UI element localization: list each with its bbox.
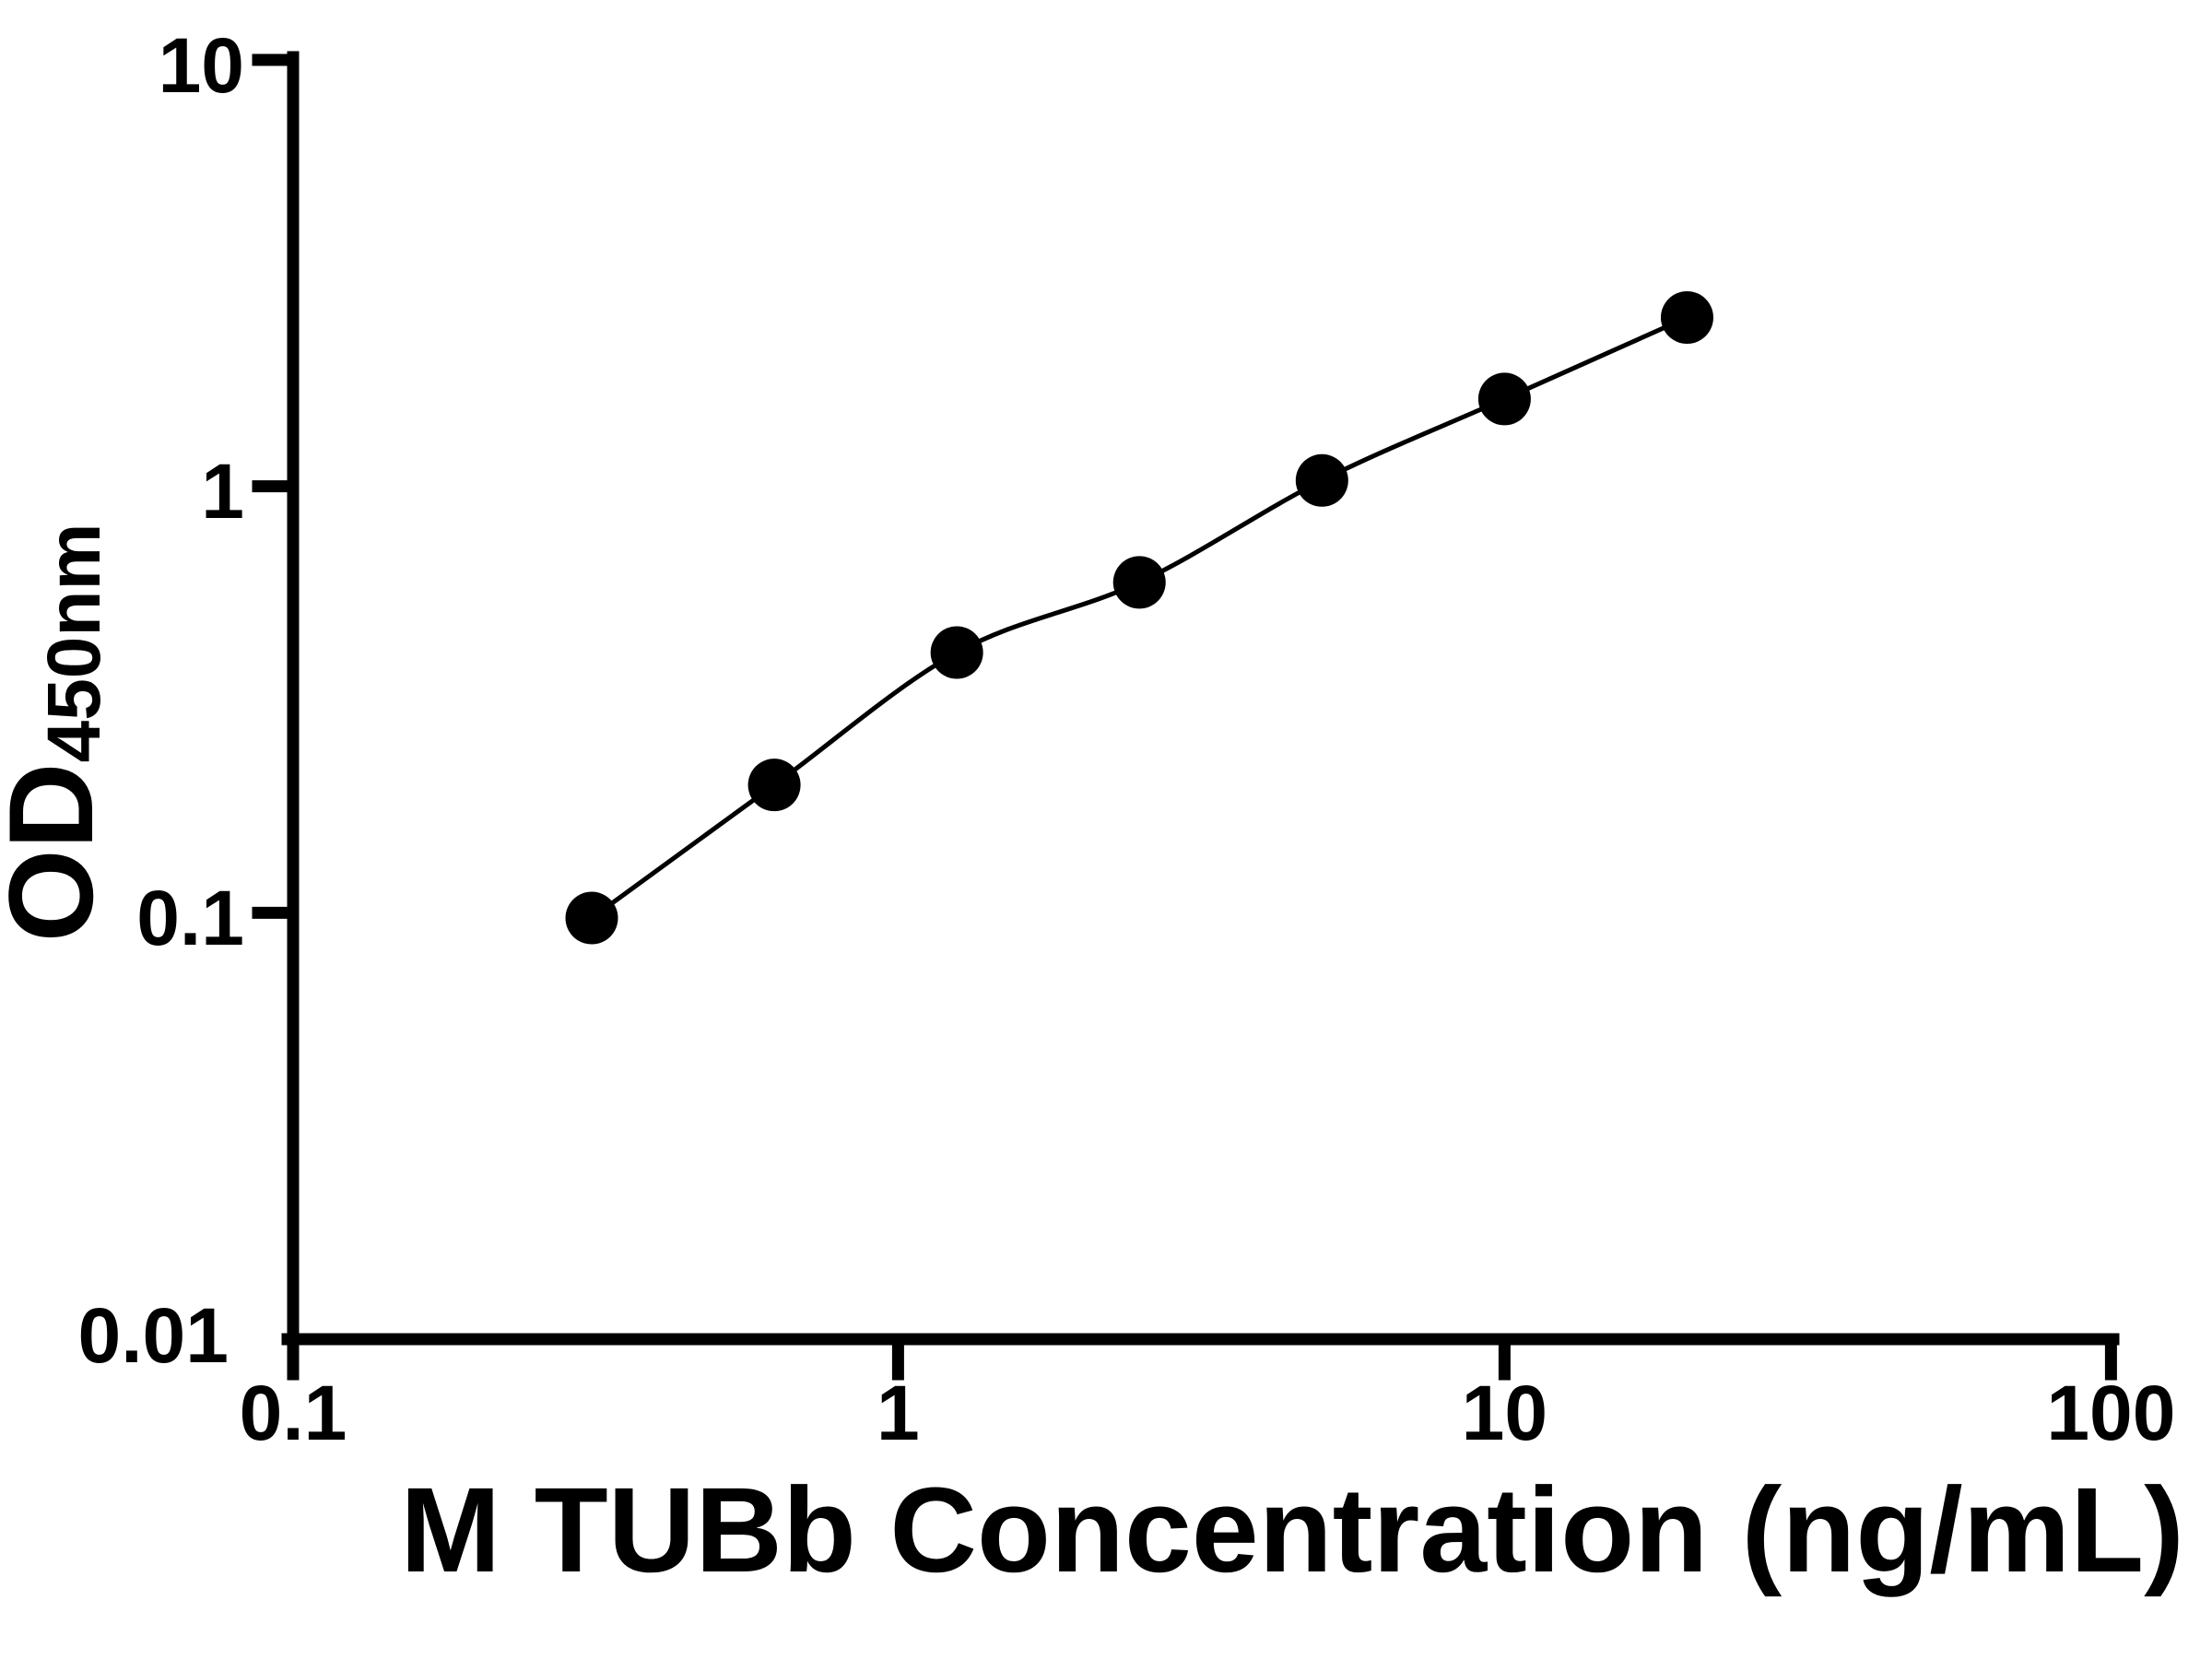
svg-text:M TUBb Concentration (ng/mL): M TUBb Concentration (ng/mL) bbox=[400, 1462, 2184, 1597]
svg-text:1: 1 bbox=[877, 1370, 920, 1456]
svg-text:1: 1 bbox=[201, 448, 244, 535]
svg-text:0.01: 0.01 bbox=[78, 1292, 229, 1379]
svg-text:100: 100 bbox=[2046, 1370, 2175, 1456]
svg-text:0.1: 0.1 bbox=[240, 1370, 347, 1456]
svg-text:10: 10 bbox=[159, 22, 244, 109]
svg-text:0.1: 0.1 bbox=[136, 875, 244, 961]
svg-text:OD450nm: OD450nm bbox=[0, 524, 118, 943]
svg-text:10: 10 bbox=[1462, 1370, 1547, 1456]
